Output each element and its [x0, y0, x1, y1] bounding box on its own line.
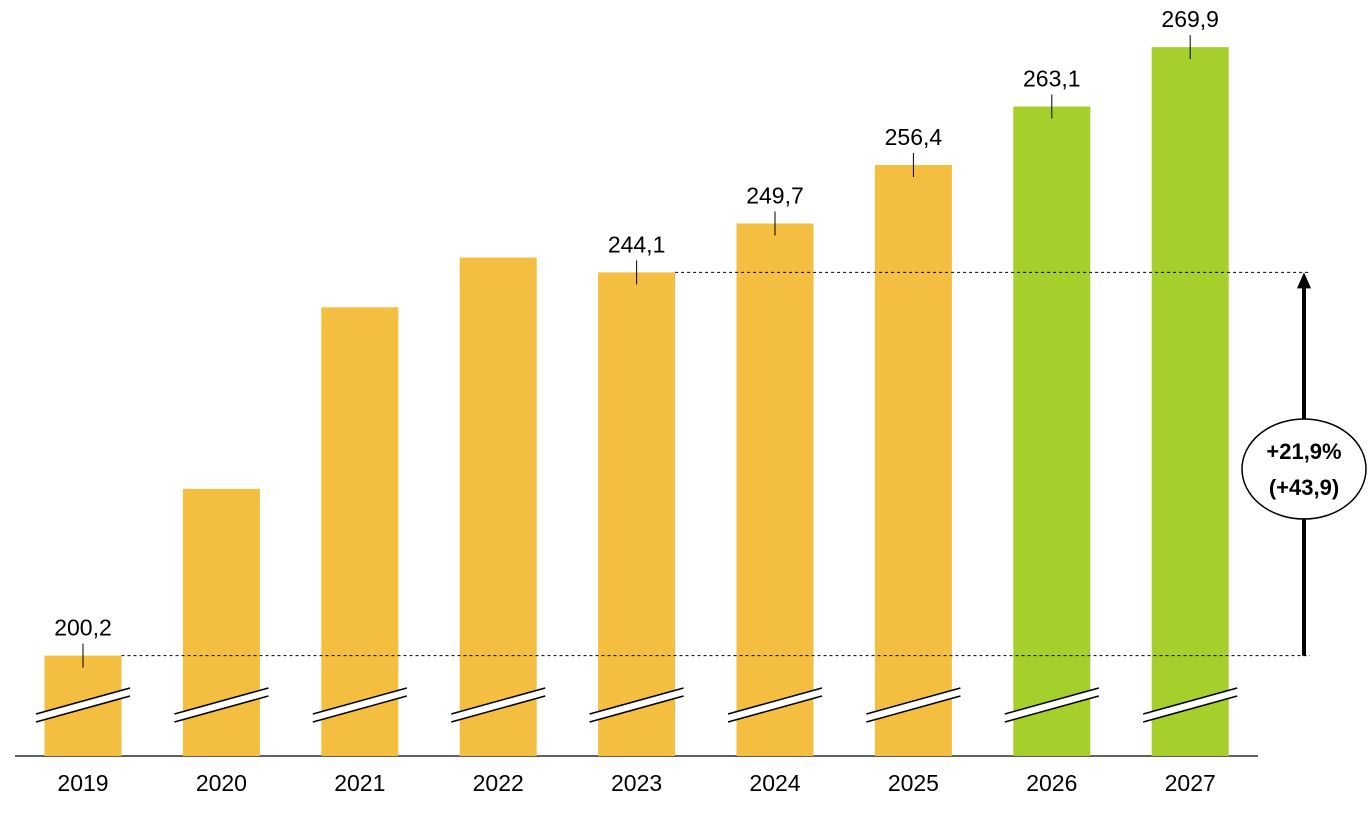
axis-break-line — [451, 695, 546, 723]
axis-break-line — [174, 687, 269, 715]
axis-break-line — [866, 695, 961, 723]
axis-break-line — [312, 695, 407, 723]
axis-break-gap — [312, 688, 407, 722]
axis-break-gap — [174, 688, 269, 722]
axis-break-line — [451, 687, 546, 715]
axis-break-line — [589, 687, 684, 715]
axis-break-gap — [866, 688, 961, 722]
axis-break-line — [1004, 695, 1099, 723]
axis-break-gap — [589, 688, 684, 722]
value-label: 200,2 — [54, 615, 112, 641]
axis-break-line — [589, 695, 684, 723]
axis-break-gap — [728, 688, 822, 722]
axis-break-line — [727, 687, 823, 715]
arrow-head — [1297, 272, 1311, 289]
value-label: 249,7 — [746, 183, 804, 209]
annotation-text: (+43,9) — [1269, 475, 1339, 500]
axis-break-line — [174, 695, 269, 723]
x-tick-label: 2026 — [1026, 770, 1077, 796]
axis-break-line — [1004, 687, 1099, 715]
axis-break-line — [866, 687, 961, 715]
axis-break-gap — [1004, 688, 1099, 722]
axis-break-line — [1143, 687, 1238, 715]
annotation-text: +21,9% — [1266, 439, 1341, 464]
x-tick-label: 2020 — [196, 770, 247, 796]
axis-break-gap — [451, 688, 546, 722]
axis-break-gap — [1143, 688, 1238, 722]
bar — [736, 223, 814, 757]
axis-break-line — [727, 695, 823, 723]
x-tick-label: 2024 — [749, 770, 800, 796]
axis-break-line — [1143, 695, 1238, 723]
bar — [1151, 47, 1229, 757]
value-label: 244,1 — [608, 231, 666, 257]
value-label: 256,4 — [885, 124, 943, 150]
x-tick-label: 2023 — [611, 770, 662, 796]
bar — [598, 272, 676, 756]
x-tick-label: 2025 — [888, 770, 939, 796]
bar — [459, 257, 537, 756]
x-tick-label: 2019 — [57, 770, 108, 796]
x-tick-label: 2022 — [473, 770, 524, 796]
bar — [1013, 106, 1091, 756]
axis-break-line — [35, 687, 131, 715]
bar — [321, 307, 399, 756]
axis-break-line — [312, 687, 407, 715]
value-label: 269,9 — [1161, 6, 1219, 32]
bar — [874, 164, 952, 757]
axis-break-gap — [36, 688, 130, 722]
axis-break-line — [35, 695, 131, 723]
x-tick-label: 2021 — [334, 770, 385, 796]
annotation-bubble — [1241, 418, 1367, 520]
x-tick-label: 2027 — [1165, 770, 1216, 796]
value-label: 263,1 — [1023, 66, 1081, 92]
